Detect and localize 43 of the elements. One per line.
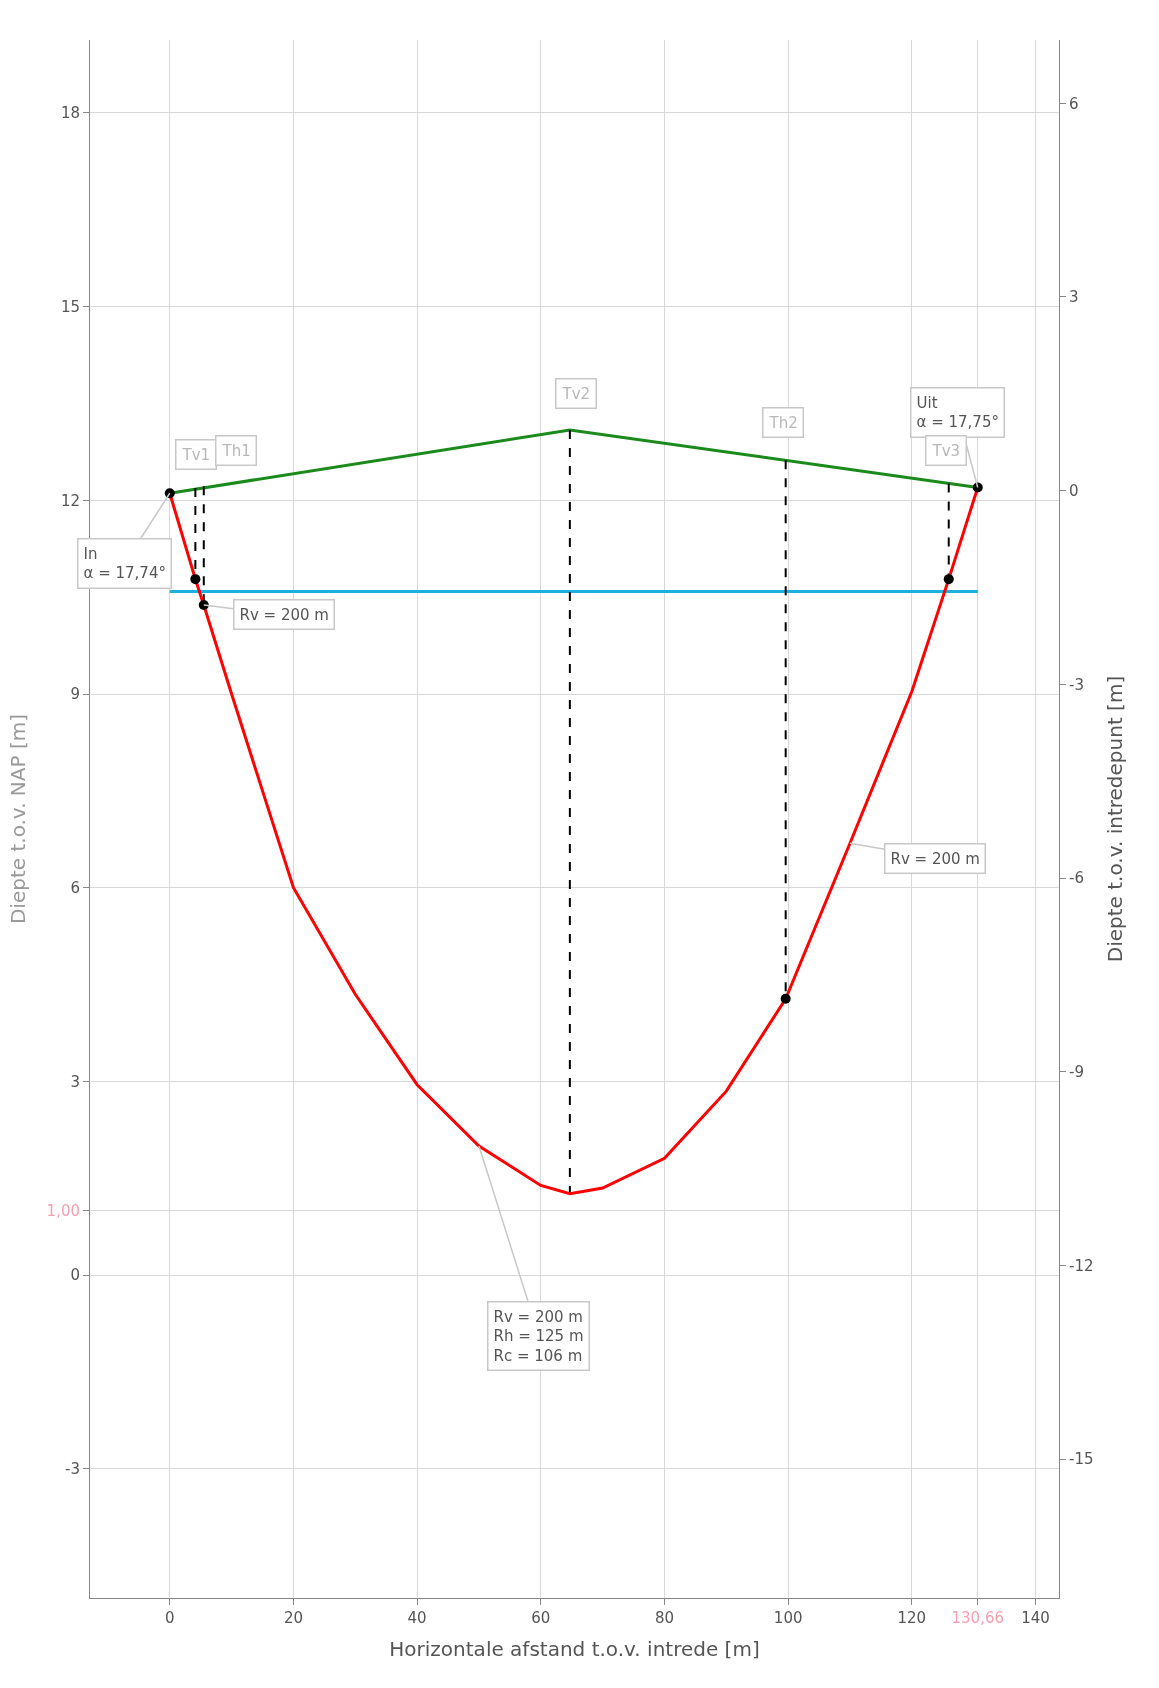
x-tick-label: 20: [283, 1609, 303, 1627]
annotation: Rv = 200 m: [890, 849, 980, 868]
y2-axis-title: Diepte t.o.v. intredepunt [m]: [1103, 675, 1127, 963]
y2-tick-label: -15: [1069, 1450, 1094, 1469]
y-tick-label: -3: [65, 1460, 80, 1479]
x-tick-label: 0: [165, 1609, 175, 1627]
x-tick-label: 120: [897, 1609, 927, 1627]
annotation: In α = 17,74°: [83, 544, 166, 582]
point: [198, 599, 209, 610]
y-tick-label: 12: [60, 491, 80, 510]
y-tick-label: 15: [60, 297, 80, 316]
x-tick-label: 60: [531, 1609, 551, 1627]
x-tick-label: 100: [773, 1609, 803, 1627]
y-tick-label: 18: [60, 104, 80, 123]
y2-tick-label: -6: [1069, 869, 1084, 888]
y-tick-label: 6: [70, 879, 80, 898]
point: [943, 574, 954, 585]
annotation: Th1: [221, 441, 251, 460]
point: [190, 574, 201, 585]
y2-tick-label: -12: [1069, 1256, 1094, 1275]
y-tick-label: 9: [70, 685, 80, 704]
y2-tick-label: -3: [1069, 675, 1084, 694]
y-tick-label: 0: [70, 1266, 80, 1285]
y-tick-label: 1,00: [46, 1201, 80, 1220]
annotation: Tv1: [181, 445, 211, 464]
annotation: Rv = 200 m: [239, 605, 329, 624]
y2-tick-label: -9: [1069, 1063, 1084, 1082]
point: [780, 993, 791, 1004]
annotation: Tv3: [931, 441, 961, 460]
x-axis-title: Horizontale afstand t.o.v. intrede [m]: [389, 1636, 760, 1661]
annotation: Rv = 200 m Rh = 125 m Rc = 106 m: [493, 1307, 584, 1365]
x-tick-label: 80: [654, 1609, 675, 1627]
annotation: Uit α = 17,75°: [916, 393, 999, 431]
y2-tick-label: 6: [1069, 94, 1079, 113]
annotation: Tv2: [561, 384, 591, 403]
y2-tick-label: 3: [1069, 288, 1079, 307]
y-tick-label: 3: [70, 1072, 80, 1091]
y2-tick-label: 0: [1069, 481, 1079, 500]
x-tick-label: 40: [407, 1609, 427, 1627]
x-tick-label: 140: [1021, 1609, 1050, 1627]
annotation: Th2: [768, 413, 798, 432]
y-axis-title: Diepte t.o.v. NAP [m]: [6, 713, 31, 925]
x-tick-label: 130,66: [951, 1609, 1004, 1627]
